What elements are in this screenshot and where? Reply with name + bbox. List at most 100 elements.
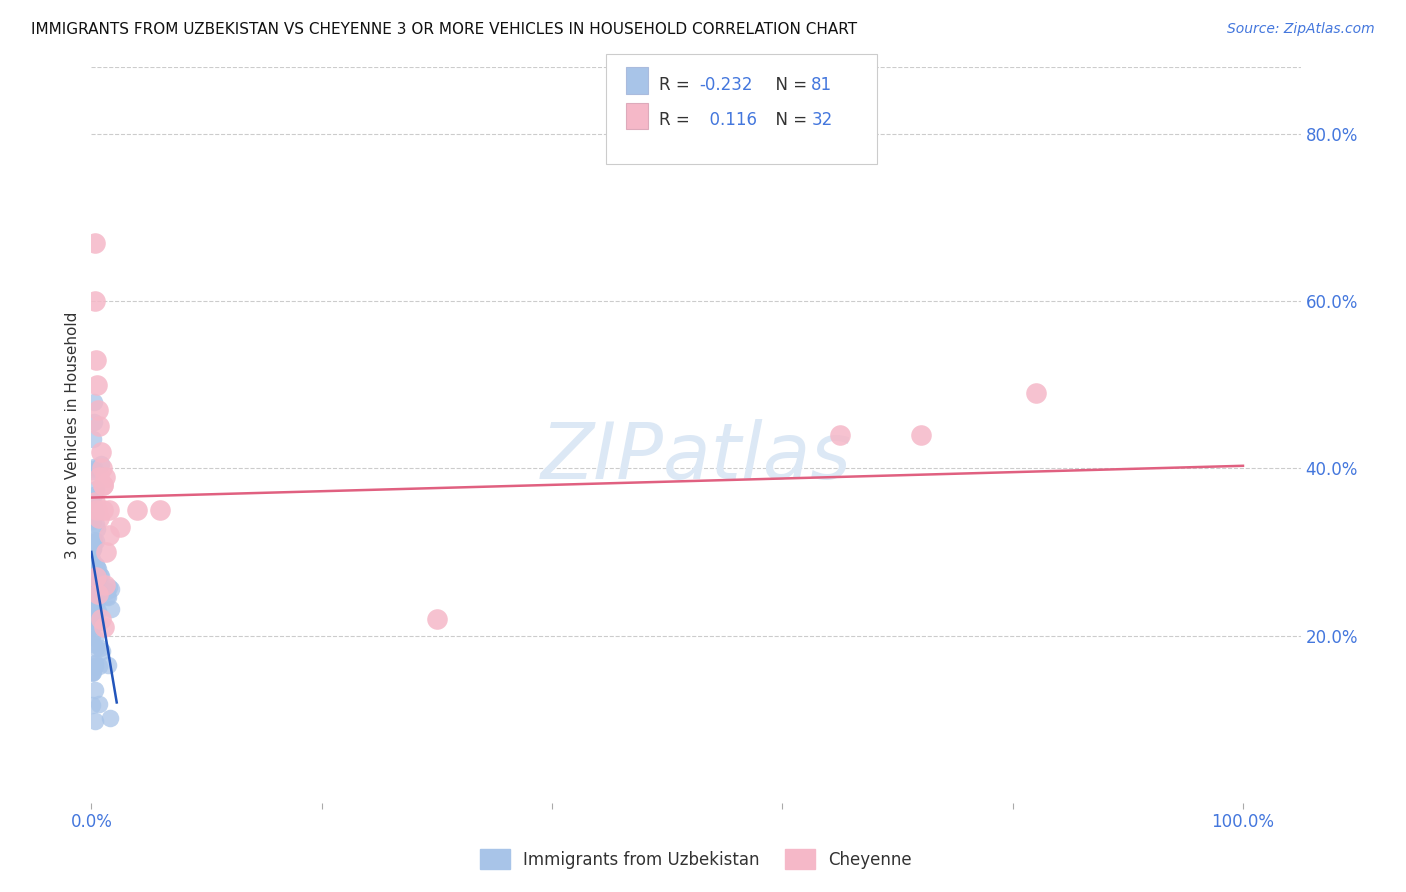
Point xyxy=(83,657,105,672)
Point xyxy=(80,666,103,681)
Point xyxy=(96,589,118,603)
Point xyxy=(82,637,104,651)
Text: IMMIGRANTS FROM UZBEKISTAN VS CHEYENNE 3 OR MORE VEHICLES IN HOUSEHOLD CORRELATI: IMMIGRANTS FROM UZBEKISTAN VS CHEYENNE 3… xyxy=(31,22,858,37)
Point xyxy=(84,640,107,655)
Point xyxy=(82,510,104,524)
Text: R =: R = xyxy=(659,112,696,129)
Point xyxy=(1025,386,1047,401)
Text: N =: N = xyxy=(765,76,813,94)
Point xyxy=(82,433,104,447)
Point xyxy=(96,545,118,559)
Point xyxy=(90,444,112,458)
Point xyxy=(82,535,104,549)
Point xyxy=(86,615,108,630)
Y-axis label: 3 or more Vehicles in Household: 3 or more Vehicles in Household xyxy=(65,311,80,558)
Point xyxy=(83,415,105,429)
Point xyxy=(87,659,110,673)
Point xyxy=(83,572,105,586)
Point xyxy=(82,552,104,566)
Point xyxy=(90,461,112,475)
Point xyxy=(84,507,107,521)
Point xyxy=(82,461,104,475)
Point xyxy=(80,558,103,573)
Point xyxy=(86,503,108,517)
Text: Source: ZipAtlas.com: Source: ZipAtlas.com xyxy=(1227,22,1375,37)
Point xyxy=(83,582,105,596)
Point xyxy=(83,658,105,673)
Point xyxy=(82,665,104,679)
Point xyxy=(87,568,110,582)
Point xyxy=(83,394,105,409)
Point xyxy=(84,352,107,367)
Point xyxy=(82,561,104,575)
Point xyxy=(84,517,107,532)
Point xyxy=(82,594,104,608)
Text: R =: R = xyxy=(659,76,696,94)
Point xyxy=(89,469,111,483)
Point xyxy=(83,536,105,550)
Point xyxy=(89,419,111,434)
Point xyxy=(108,520,131,534)
Point xyxy=(96,583,118,598)
Point xyxy=(84,682,107,697)
Point xyxy=(84,533,107,548)
Point xyxy=(90,568,112,582)
Point xyxy=(910,427,932,442)
Point xyxy=(127,503,149,517)
Point xyxy=(86,559,108,574)
Text: N =: N = xyxy=(765,112,813,129)
Point xyxy=(80,585,103,599)
Text: 81: 81 xyxy=(811,76,832,94)
Text: ZIPatlas: ZIPatlas xyxy=(540,419,852,495)
Point xyxy=(87,587,110,601)
Text: -0.232: -0.232 xyxy=(699,76,752,94)
Point xyxy=(93,620,115,634)
Point xyxy=(98,580,121,594)
Point xyxy=(82,543,104,558)
Point xyxy=(94,469,117,483)
Point xyxy=(83,488,105,502)
Point xyxy=(80,698,103,713)
Point xyxy=(100,601,122,615)
Point xyxy=(83,494,105,508)
Point xyxy=(82,541,104,556)
Point xyxy=(149,503,172,517)
Point xyxy=(86,522,108,536)
Point xyxy=(91,643,114,657)
Point xyxy=(89,567,111,582)
Point xyxy=(84,657,107,671)
Point xyxy=(91,478,114,492)
Point xyxy=(86,594,108,608)
Point xyxy=(97,590,120,604)
Point xyxy=(91,478,114,492)
Legend: Immigrants from Uzbekistan, Cheyenne: Immigrants from Uzbekistan, Cheyenne xyxy=(474,843,918,875)
Point xyxy=(82,665,104,679)
Point xyxy=(82,630,104,644)
Point xyxy=(87,562,110,576)
Point xyxy=(97,503,120,517)
Point xyxy=(82,514,104,528)
Point xyxy=(83,593,105,607)
Point xyxy=(84,570,107,584)
Point xyxy=(828,427,851,442)
Point xyxy=(90,457,112,471)
Point xyxy=(100,711,122,725)
Point xyxy=(84,570,107,584)
Point xyxy=(83,460,105,475)
Point xyxy=(82,542,104,557)
Point xyxy=(83,533,105,548)
Point xyxy=(83,599,105,613)
Point xyxy=(100,582,122,596)
Point xyxy=(86,377,108,392)
Point xyxy=(82,541,104,556)
Point xyxy=(94,578,117,592)
Point xyxy=(82,558,104,573)
Point xyxy=(83,235,105,250)
Point xyxy=(83,293,105,308)
Text: 0.116: 0.116 xyxy=(699,112,756,129)
Point xyxy=(87,604,110,618)
Point xyxy=(83,574,105,588)
Point xyxy=(80,464,103,478)
Point xyxy=(97,657,120,672)
Point xyxy=(84,575,107,590)
